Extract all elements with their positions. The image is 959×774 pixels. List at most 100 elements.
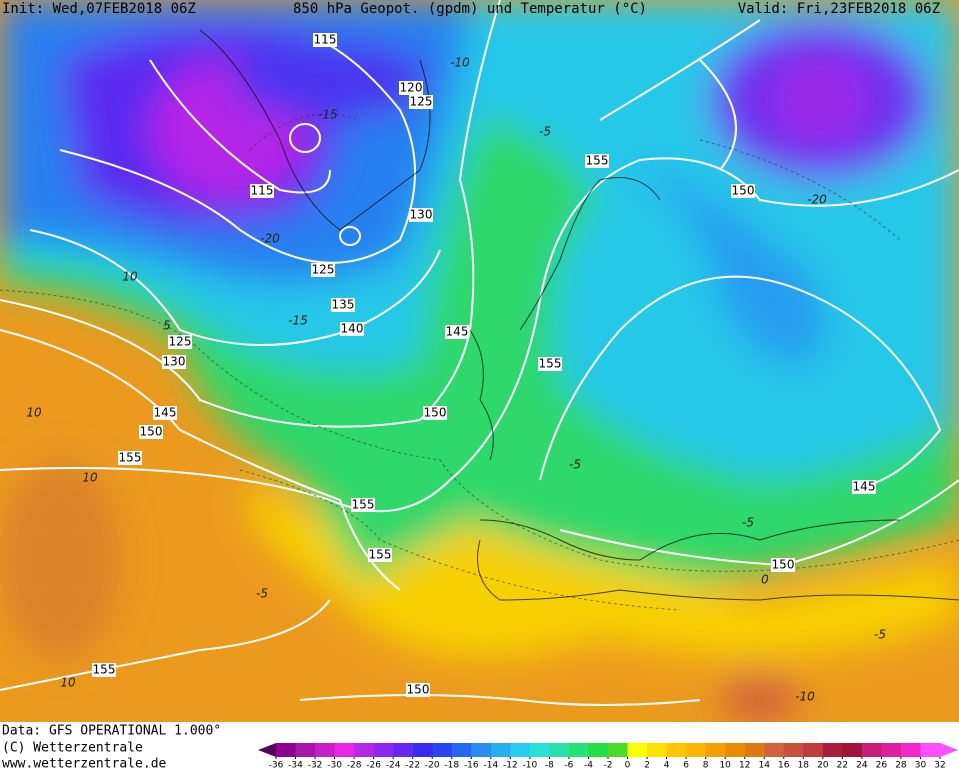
temperature-label: -5	[874, 628, 886, 642]
colorbar-swatch	[608, 743, 629, 757]
colorbar-tick-label: 10	[719, 761, 731, 771]
geopotential-label: 115	[251, 184, 274, 198]
colorbar-swatch	[647, 743, 668, 757]
geopotential-label: 120	[400, 81, 423, 95]
colorbar-swatch	[490, 743, 511, 757]
temperature-label: -20	[260, 232, 280, 246]
contour-label-box	[162, 355, 186, 369]
colorbar-swatch	[920, 743, 941, 757]
temperature-label: -20	[807, 193, 827, 207]
contour-label-box	[331, 298, 355, 312]
contour-label-box	[351, 498, 375, 512]
colorbar-swatch	[451, 743, 472, 757]
colorbar-high-arrow	[940, 743, 958, 757]
colorbar-swatch	[373, 743, 394, 757]
init-label: Init: Wed,07FEB2018 06Z	[2, 1, 196, 17]
colorbar-swatch	[783, 743, 804, 757]
geopotential-label: 125	[169, 335, 192, 349]
temperature-label: -15	[318, 108, 338, 122]
colorbar-swatch	[900, 743, 921, 757]
colorbar-swatch	[334, 743, 355, 757]
colorbar-swatch	[315, 743, 336, 757]
geopotential-label: 130	[410, 208, 433, 222]
colorbar-tick-label: -18	[444, 761, 459, 771]
contour-label-box	[153, 406, 177, 420]
colorbar-tick-label: -28	[347, 761, 362, 771]
temperature-contours	[0, 113, 959, 611]
geopotential-label: 155	[586, 154, 609, 168]
geopotential-label: 150	[732, 184, 755, 198]
temperature-field	[0, 0, 959, 722]
temperature-label: 0	[761, 573, 769, 587]
contour-label-box	[409, 95, 433, 109]
temperature-label: -5	[569, 458, 581, 472]
geopotential-label: 150	[407, 683, 430, 697]
geopotential-label: 155	[369, 548, 392, 562]
colorbar-swatch	[471, 743, 492, 757]
colorbar-tick-label: 18	[798, 761, 810, 771]
colorbar-tick-label: 22	[837, 761, 848, 771]
colorbar-swatch	[588, 743, 609, 757]
colorbar-tick-label: 32	[934, 761, 945, 771]
geopotential-label: 125	[312, 263, 335, 277]
temperature-label: 10	[122, 270, 138, 284]
colorbar-swatch	[393, 743, 414, 757]
contour-label-box	[118, 451, 142, 465]
contour-label-box	[92, 663, 116, 677]
colorbar-swatch	[705, 743, 726, 757]
contour-label-box	[538, 357, 562, 371]
temperature-label: -5	[539, 125, 551, 139]
colorbar-tick-label: -20	[425, 761, 440, 771]
website: www.wetterzentrale.de	[2, 757, 167, 771]
geopotential-label: 150	[772, 558, 795, 572]
data-source: Data: GFS OPERATIONAL 1.000°	[2, 724, 221, 739]
colorbar-tick-label: 12	[739, 761, 750, 771]
geopotential-label: 145	[446, 325, 469, 339]
colorbar-tick-label: -34	[288, 761, 303, 771]
colorbar-swatch	[529, 743, 550, 757]
contour-label-box	[731, 184, 755, 198]
geopotential-label: 130	[163, 355, 186, 369]
geopotential-label: 155	[119, 451, 142, 465]
contour-label-box	[399, 81, 423, 95]
colorbar-tick-label: 4	[664, 761, 670, 771]
contour-label-box	[771, 558, 795, 572]
geopotential-label: 125	[410, 95, 433, 109]
colorbar-swatch	[412, 743, 433, 757]
contour-label-box	[340, 322, 364, 336]
colorbar-tick-label: -36	[269, 761, 284, 771]
temperature-label: -10	[450, 56, 470, 70]
colorbar-swatch	[568, 743, 589, 757]
colorbar-swatch	[686, 743, 707, 757]
colorbar-tick-label: 28	[895, 761, 907, 771]
valid-label: Valid: Fri,23FEB2018 06Z	[738, 1, 940, 17]
colorbar-tick-label: 24	[856, 761, 868, 771]
colorbar-swatch	[764, 743, 785, 757]
contour-label-box	[168, 335, 192, 349]
colorbar-tick-label: -4	[584, 761, 593, 771]
colorbar-swatch	[549, 743, 570, 757]
colorbar-swatch	[744, 743, 765, 757]
contour-label-box	[409, 208, 433, 222]
colorbar-tick-label: -30	[327, 761, 342, 771]
colorbar-swatch	[354, 743, 375, 757]
temperature-label: 10	[82, 471, 98, 485]
colorbar-tick-label: -2	[604, 761, 613, 771]
colorbar-tick-label: -8	[545, 761, 554, 771]
colorbar: -36 -34 -32 -30 -28 -26 -24 -22 -20 -18 -16 -14 -12-…	[258, 743, 958, 771]
colorbar-swatch	[510, 743, 531, 757]
colorbar-tick-label: -12	[503, 761, 518, 771]
temperature-label: -15	[288, 314, 308, 328]
colorbar-tick-label: -22	[405, 761, 420, 771]
colorbar-tick-label: 14	[759, 761, 771, 771]
contour-label-box	[423, 406, 447, 420]
temperature-label: 10	[26, 406, 42, 420]
colorbar-tick-label: 8	[703, 761, 709, 771]
colorbar-swatch	[803, 743, 824, 757]
colorbar-swatch	[276, 743, 297, 757]
contour-label-box	[139, 425, 163, 439]
contour-label-box	[313, 33, 337, 47]
colorbar-swatch	[881, 743, 902, 757]
